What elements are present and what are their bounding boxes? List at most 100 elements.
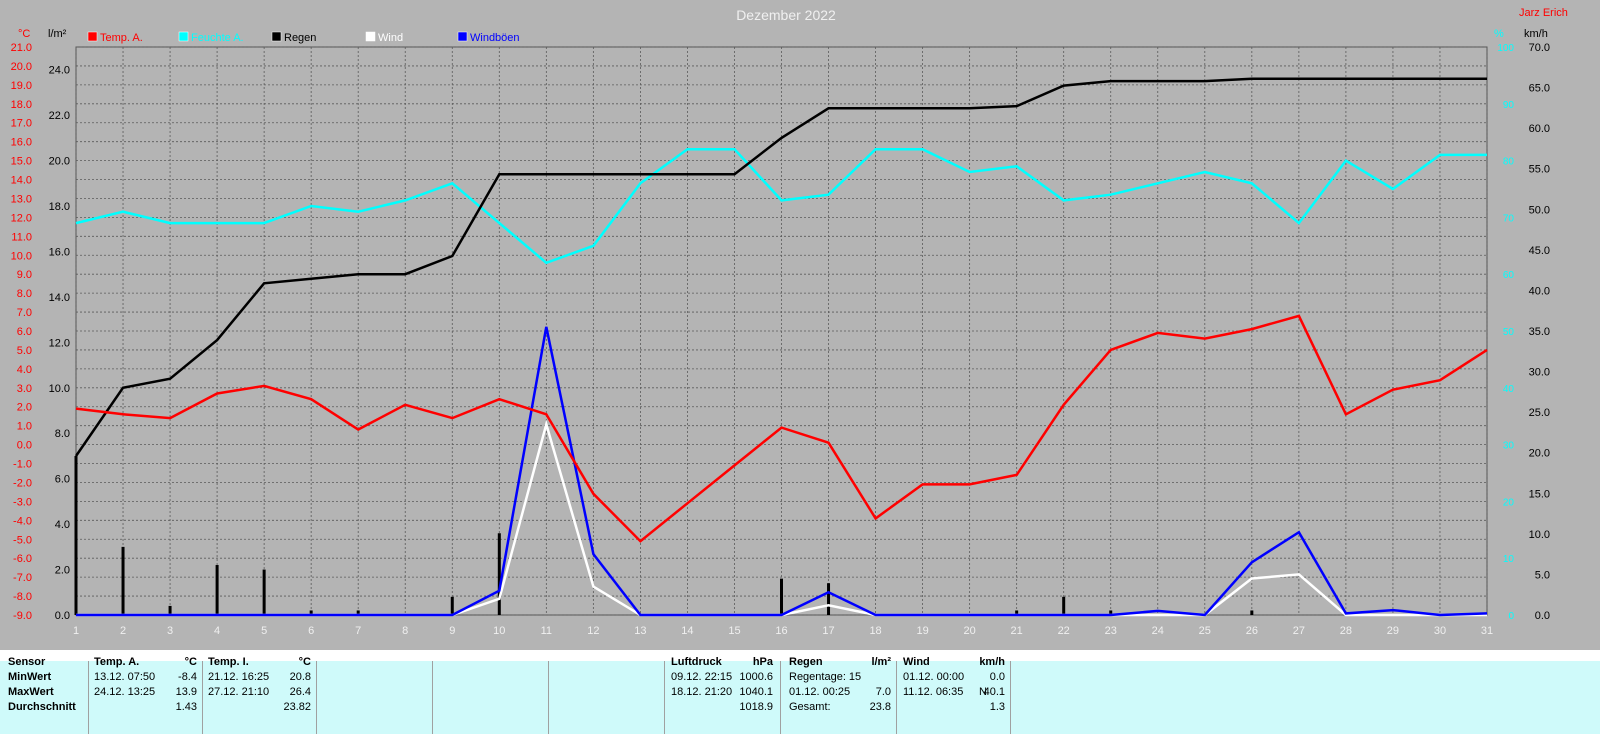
humidity-tick-label: 90 — [1503, 100, 1515, 111]
x-tick-label: 9 — [449, 625, 455, 637]
x-tick-label: 24 — [1152, 625, 1164, 637]
x-tick-label: 1 — [73, 625, 79, 637]
humidity-tick-label: 60 — [1503, 270, 1515, 281]
temp-tick-label: 2.0 — [17, 402, 32, 414]
x-tick-label: 6 — [308, 625, 314, 637]
rain-tick-label: 0.0 — [55, 610, 70, 622]
temp-tick-label: 10.0 — [11, 250, 32, 262]
stats-col-temp-i: Temp. I. °C 21.12. 16:25 20.8 27.12. 21:… — [202, 656, 317, 734]
temp-i-min-val: 20.8 — [289, 671, 311, 683]
temp-tick-label: -9.0 — [13, 610, 32, 622]
x-tick-label: 28 — [1340, 625, 1352, 637]
x-tick-label: 11 — [541, 625, 552, 637]
temp-a-avg: 1.43 — [175, 701, 197, 713]
stats-sensor-title: Sensor — [8, 656, 46, 668]
luftdruck-min-val: 1000.6 — [739, 671, 773, 683]
legend-swatch — [457, 31, 468, 42]
wind-avg: 1.3 — [989, 701, 1005, 713]
temp-tick-label: 21.0 — [11, 42, 32, 54]
temp-tick-label: 16.0 — [11, 137, 32, 149]
temp-tick-label: -6.0 — [13, 553, 32, 565]
stats-col-empty-3 — [548, 661, 665, 734]
legend-swatch — [178, 31, 189, 42]
wind-tick-label: 0.0 — [1535, 610, 1550, 622]
temp-tick-label: 20.0 — [11, 61, 32, 73]
temp-tick-label: 12.0 — [11, 212, 32, 224]
wind-min-when: 01.12. 00:00 — [903, 671, 965, 683]
regen-max-when: 01.12. 00:25 — [789, 686, 851, 698]
wind-max-dir: N — [979, 686, 987, 698]
regen-total-label: Gesamt: — [789, 701, 831, 713]
regen-total-val: 23.8 — [869, 701, 891, 713]
temp-i-unit: °C — [298, 656, 311, 668]
x-tick-label: 4 — [214, 625, 220, 637]
rain-tick-label: 8.0 — [55, 428, 70, 440]
temp-tick-label: 7.0 — [17, 307, 32, 319]
temp-i-max-val: 26.4 — [289, 686, 311, 698]
x-tick-label: 25 — [1199, 625, 1211, 637]
wind-tick-label: 55.0 — [1529, 164, 1550, 176]
rain-tick-label: 12.0 — [49, 337, 70, 349]
temp-tick-label: 0.0 — [17, 440, 32, 452]
series-line-temp-a — [75, 314, 1488, 543]
temp-tick-label: 17.0 — [11, 118, 32, 130]
legend-swatch — [87, 31, 98, 42]
chart-title: Dezember 2022 — [736, 7, 836, 23]
humidity-tick-label: 10 — [1503, 554, 1515, 565]
humidity-tick-label: 100 — [1497, 43, 1514, 54]
legend-label: Wind — [378, 32, 403, 44]
wind-tick-label: 15.0 — [1529, 488, 1550, 500]
luftdruck-avg: 1018.9 — [739, 701, 773, 713]
stats-col-sensor: Sensor MinWert MaxWert Durchschnitt — [0, 656, 88, 734]
x-tick-label: 13 — [634, 625, 646, 637]
temp-i-avg: 23.82 — [283, 701, 311, 713]
temp-tick-label: -3.0 — [13, 496, 32, 508]
x-tick-label: 2 — [120, 625, 126, 637]
series-line-windb-en — [76, 326, 1488, 617]
temp-tick-label: 8.0 — [17, 288, 32, 300]
chart-author: Jarz Erich — [1519, 7, 1568, 19]
series-line-feuchte-a — [75, 147, 1487, 265]
rain-tick-label: 4.0 — [55, 519, 70, 531]
wind-tick-label: 50.0 — [1529, 204, 1550, 216]
x-tick-label: 10 — [493, 625, 505, 637]
x-tick-label: 30 — [1434, 625, 1446, 637]
wind-tick-label: 40.0 — [1529, 285, 1550, 297]
stats-col-wind: Wind km/h 01.12. 00:00 0.0 11.12. 06:35 … — [896, 656, 1011, 734]
x-tick-label: 26 — [1246, 625, 1258, 637]
stats-col-empty-2 — [432, 661, 549, 734]
x-tick-label: 31 — [1481, 625, 1493, 637]
legend-label: Windböen — [470, 32, 520, 44]
temp-a-title: Temp. A. — [94, 656, 140, 668]
x-tick-label: 29 — [1387, 625, 1399, 637]
x-tick-label: 3 — [167, 625, 173, 637]
stats-col-luftdruck: Luftdruck hPa 09.12. 22:15 1000.6 18.12.… — [664, 656, 781, 734]
temp-tick-label: -2.0 — [13, 477, 32, 489]
regen-days: Regentage: 15 — [789, 671, 862, 683]
humidity-tick-label: 0 — [1508, 611, 1514, 622]
stats-col-regen: Regen l/m² Regentage: 15 01.12. 00:25 7.… — [780, 656, 897, 734]
temp-tick-label: 11.0 — [11, 231, 32, 243]
legend-label: Feuchte A. — [191, 32, 244, 44]
temp-tick-label: 13.0 — [11, 193, 32, 205]
luftdruck-title: Luftdruck — [671, 656, 722, 668]
humidity-tick-label: 50 — [1503, 327, 1515, 338]
luftdruck-max-when: 18.12. 21:20 — [671, 686, 733, 698]
temp-i-max-when: 27.12. 21:10 — [208, 686, 270, 698]
temp-tick-label: 18.0 — [11, 99, 32, 111]
rain-tick-label: 6.0 — [55, 474, 70, 486]
wind-tick-label: 30.0 — [1529, 367, 1550, 379]
wind-tick-label: 10.0 — [1529, 529, 1550, 541]
stats-panel: Sensor MinWert MaxWert Durchschnitt Temp… — [0, 656, 1600, 734]
rain-tick-label: 18.0 — [49, 201, 70, 213]
stats-col-empty-4 — [1010, 661, 1600, 734]
x-tick-label: 19 — [916, 625, 928, 637]
stats-col-temp-a: Temp. A. °C 13.12. 07:50 -8.4 24.12. 13:… — [88, 656, 203, 734]
stats-col-empty-1 — [316, 661, 433, 734]
wind-max-when: 11.12. 06:35 — [903, 686, 964, 698]
rain-tick-label: 10.0 — [49, 383, 70, 395]
humidity-axis-unit: % — [1494, 28, 1504, 40]
rain-tick-label: 24.0 — [49, 65, 70, 77]
humidity-tick-label: 70 — [1503, 213, 1515, 224]
temp-a-max-val: 13.9 — [175, 686, 197, 698]
